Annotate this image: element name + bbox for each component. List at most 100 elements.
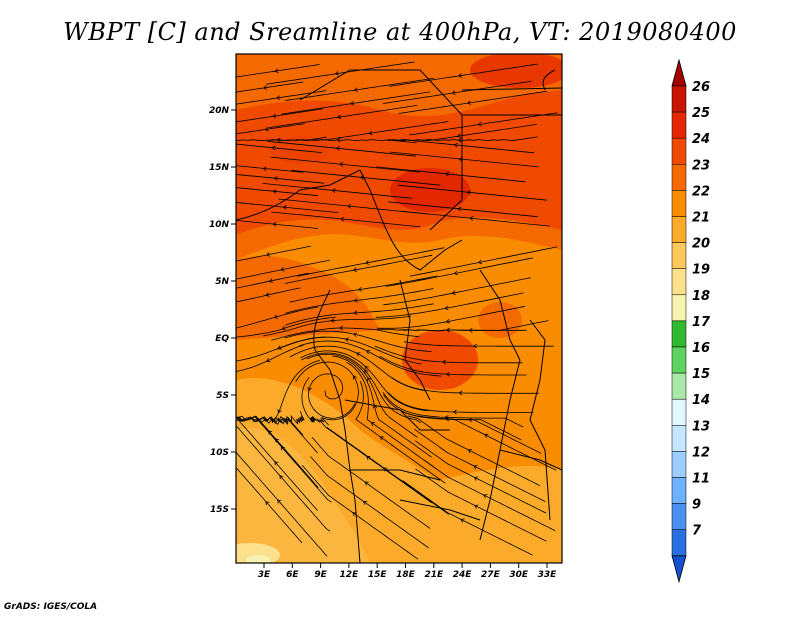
streamline <box>236 306 319 329</box>
streamline-arrow <box>472 343 477 349</box>
colorbar-label: 26 <box>692 80 710 95</box>
colorbar-label: 11 <box>692 472 710 487</box>
colorbar-label: 22 <box>692 184 710 199</box>
streamline-arrow <box>457 133 462 139</box>
streamline-arrow <box>331 188 336 193</box>
colorbar-label: 19 <box>692 263 710 278</box>
colorbar-swatch <box>671 164 687 191</box>
streamline-arrow <box>266 357 271 363</box>
streamline <box>319 417 433 504</box>
colorbar-swatch <box>671 268 687 296</box>
streamline <box>383 277 531 306</box>
streamline <box>379 355 527 376</box>
colorbar-swatch <box>671 477 687 504</box>
streamline <box>389 151 539 168</box>
streamline <box>262 183 412 199</box>
streamline-arrow <box>473 465 478 470</box>
streamline <box>414 440 547 514</box>
streamline <box>387 392 534 413</box>
lat-tick-label: EQ <box>215 334 229 344</box>
streamline <box>236 344 304 372</box>
streamline-arrow <box>340 216 345 222</box>
streamline-arrow <box>334 71 339 76</box>
streamline-arrow <box>445 319 450 324</box>
streamline-arrow <box>353 298 358 303</box>
colorbar-swatch <box>671 451 687 478</box>
streamline-arrow <box>445 327 451 333</box>
lon-tick-label: 3E <box>258 570 271 580</box>
streamline <box>297 247 445 277</box>
colorbar-swatch <box>671 294 687 322</box>
colorbar-label: 25 <box>692 106 710 121</box>
streamline-arrow <box>451 290 456 296</box>
streamline-arrow <box>466 190 471 195</box>
streamline-arrow <box>265 292 270 297</box>
streamline-arrow <box>352 267 358 273</box>
colorbar-swatch <box>671 425 687 452</box>
streamline <box>403 341 554 347</box>
colorbar-swatch <box>671 137 687 165</box>
streamline-arrow <box>274 461 279 466</box>
streamline-arrow <box>364 365 369 370</box>
streamline <box>346 361 437 470</box>
streamline-arrow <box>370 422 376 427</box>
lon-tick-label: 30E <box>509 570 529 580</box>
colorbar-label: 9 <box>692 498 701 513</box>
streamline-arrow <box>484 433 489 438</box>
colorbar-swatch <box>671 346 687 374</box>
map-frame <box>235 53 563 564</box>
colorbar-swatch <box>671 372 687 400</box>
streamline-arrow <box>310 418 315 423</box>
lon-tick-label: 33E <box>538 570 558 580</box>
streamline-arrow <box>445 171 450 177</box>
lon-tick-label: 27E <box>481 570 501 580</box>
colorbar-bottom-arrow <box>671 555 687 584</box>
streamline <box>236 81 304 93</box>
streamline <box>262 315 412 337</box>
streamline <box>300 350 429 412</box>
streamline-arrow <box>444 305 449 311</box>
streamline <box>409 112 558 136</box>
lon-tick-label: 12E <box>340 570 360 580</box>
colorbar-swatch <box>671 529 687 557</box>
streamline <box>409 246 558 277</box>
streamline <box>415 468 547 542</box>
colorbar-swatch <box>671 503 687 530</box>
streamline <box>308 373 356 419</box>
streamline-arrow <box>276 95 281 100</box>
streamline <box>236 108 323 123</box>
streamline-arrow <box>337 114 342 120</box>
streamline <box>301 377 321 423</box>
streamline <box>266 140 417 157</box>
latitude-axis: 20N 15N 10N 5N EQ 5S 10S 15S <box>209 106 236 515</box>
colorbar-swatch <box>671 111 687 139</box>
colorbar-label: 7 <box>692 524 702 539</box>
streamline <box>385 257 533 287</box>
streamline-arrow <box>282 205 287 210</box>
streamline-arrow <box>262 85 267 90</box>
colorbar-label: 24 <box>692 132 710 147</box>
streamline-arrow <box>458 390 463 396</box>
streamline-arrow <box>452 409 457 415</box>
streamline-arrow <box>358 287 363 292</box>
streamline <box>389 63 538 87</box>
streamline-arrow <box>467 449 472 454</box>
lon-tick-label: 24E <box>453 570 473 580</box>
streamline <box>402 480 533 556</box>
streamline-arrow <box>339 325 344 331</box>
streamline <box>236 123 305 135</box>
streamline-arrow <box>277 417 283 422</box>
streamline-arrow <box>273 314 279 319</box>
streamline-arrow <box>364 369 369 374</box>
streamline-arrow <box>453 270 458 276</box>
colorbar-label: 21 <box>692 211 710 226</box>
streamline <box>236 272 309 289</box>
streamline-arrow <box>281 325 286 331</box>
streamline <box>397 184 548 201</box>
lat-tick-label: 15S <box>210 505 229 515</box>
streamline <box>374 345 523 364</box>
lon-tick-label: 18E <box>396 570 416 580</box>
streamline <box>236 316 336 338</box>
streamline <box>285 288 434 314</box>
